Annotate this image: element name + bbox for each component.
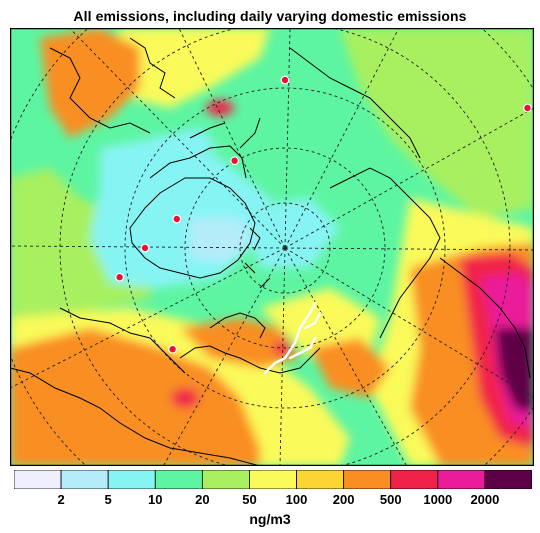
map-frame	[10, 28, 534, 466]
map-title: All emissions, including daily varying d…	[73, 8, 467, 24]
colorbar-bin-4	[201, 470, 250, 489]
field-red-europe	[273, 341, 291, 355]
coastlines	[10, 37, 531, 466]
station-marker	[280, 75, 290, 85]
station-marker	[523, 103, 532, 113]
meridian-240	[284, 247, 408, 466]
coast-north-america	[10, 367, 261, 466]
colorbar-bin-5	[249, 470, 297, 489]
colorbar-tick-label: 1000	[423, 492, 453, 507]
field-orange-mideast	[310, 338, 390, 398]
meridian-0	[10, 245, 286, 249]
field-orange-na	[10, 328, 260, 466]
meridian-90	[284, 28, 291, 249]
coast-alaska-west	[129, 37, 176, 99]
meridian-300	[162, 247, 286, 466]
meridian-270	[279, 247, 286, 466]
station-marker	[168, 344, 178, 354]
coast-hudson	[59, 307, 186, 374]
meridian-30	[68, 28, 286, 249]
coast-scandinavia	[209, 312, 266, 339]
colorbar-bin-8	[390, 470, 439, 489]
coast-greenland-islands	[244, 227, 271, 289]
measurement-stations	[115, 75, 532, 354]
field-lightcyan-greenland	[190, 218, 255, 263]
field-yellow-ne	[340, 28, 534, 218]
colorbar-bin-7	[343, 470, 392, 489]
colorbar-bin-2	[107, 470, 156, 489]
colorbar-bin-9	[437, 470, 486, 489]
colorbar-bin-1	[60, 470, 109, 489]
colorbar-tick-label: 5	[104, 492, 112, 507]
station-marker	[172, 214, 182, 224]
colorbar-tick-label: 50	[242, 492, 257, 507]
colorbar-bin-10	[484, 470, 532, 489]
color-scale	[14, 470, 532, 489]
coast-siberia	[289, 47, 421, 159]
concentration-field	[10, 28, 534, 466]
field-dark-china	[495, 328, 534, 413]
colorbar-tick-label: 20	[195, 492, 210, 507]
field-red-na	[171, 388, 199, 408]
field-yellow-west	[10, 168, 160, 328]
station-marker	[115, 272, 124, 282]
latitude-70	[184, 147, 386, 349]
graticule	[10, 28, 534, 466]
field-yellow-north	[110, 28, 270, 108]
colorbar-tick-label: 500	[379, 492, 402, 507]
coast-alaska	[49, 47, 151, 134]
coast-east-asia	[439, 257, 531, 379]
field-red-alaska	[206, 100, 234, 116]
colorbar-bin-3	[154, 470, 203, 489]
latitude-50	[59, 28, 511, 466]
colorbar-tick-label: 200	[332, 492, 355, 507]
station-marker	[230, 156, 240, 166]
colorbar-tick-label: 2000	[470, 492, 500, 507]
ship-route	[263, 301, 322, 375]
meridian-120	[284, 28, 400, 249]
field-cyan-north	[150, 128, 220, 158]
coast-europe	[179, 345, 321, 374]
field-cyan-arctic	[240, 198, 340, 268]
colorbar-unit: ng/m3	[249, 511, 291, 527]
colorbar-tick-label: 2	[57, 492, 65, 507]
colorbar-bin-0	[14, 470, 62, 489]
concentration-map	[10, 28, 534, 466]
colorbar-tick-label: 100	[285, 492, 308, 507]
latitude-60	[124, 87, 446, 409]
coast-russia	[329, 167, 441, 339]
colorbar-tick-label: 10	[148, 492, 163, 507]
station-marker	[140, 243, 150, 253]
colorbar-bin-6	[296, 470, 345, 489]
coast-canada-arctic	[149, 117, 261, 179]
field-orange-europe	[180, 318, 300, 368]
meridian-210	[284, 247, 534, 399]
coast-greenland	[129, 177, 256, 279]
